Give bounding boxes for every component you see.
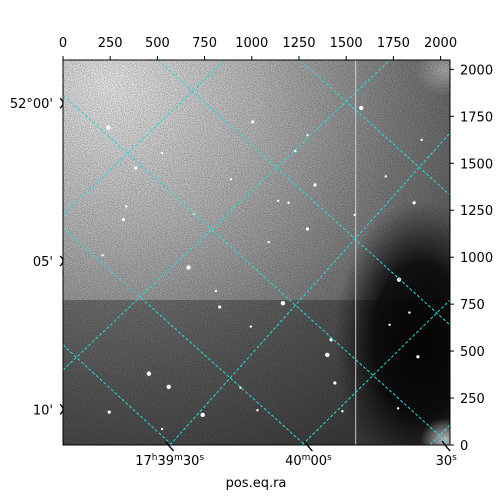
star bbox=[280, 301, 286, 306]
top-tick-label: 1000 bbox=[235, 36, 268, 51]
top-tick-label: 750 bbox=[192, 36, 217, 51]
top-tick-label: 1500 bbox=[330, 36, 363, 51]
star bbox=[388, 323, 391, 327]
top-tick-label: 250 bbox=[98, 36, 123, 51]
right-tick-label: 1750 bbox=[460, 110, 493, 125]
star bbox=[305, 227, 310, 231]
ra-tick-mark bbox=[303, 440, 313, 452]
noise-overlay bbox=[63, 60, 450, 445]
right-pixel-axis: 0 250 500 750 1000 1250 1500 1750 2000 bbox=[450, 63, 493, 454]
ra-tick-mark bbox=[441, 440, 451, 452]
ra-tick-mark bbox=[165, 440, 175, 452]
grid-line-dec bbox=[299, 60, 450, 196]
star bbox=[329, 338, 333, 342]
left-dec-axis: 52°00' 05' 10' bbox=[10, 97, 64, 418]
grid-line-dec bbox=[157, 60, 450, 326]
star bbox=[101, 254, 104, 257]
star bbox=[186, 265, 191, 270]
star bbox=[341, 409, 344, 413]
star bbox=[287, 201, 290, 204]
image-panel bbox=[63, 60, 450, 445]
star bbox=[229, 178, 233, 181]
dec-tick-label: 10' bbox=[33, 403, 53, 418]
star bbox=[396, 407, 400, 410]
star bbox=[146, 371, 152, 376]
bottom-ra-axis: 17h39m30s 40m00s 30s bbox=[135, 440, 458, 469]
right-tick-label: 750 bbox=[460, 298, 485, 313]
star bbox=[160, 427, 164, 431]
x-axis-label: pos.eq.ra bbox=[226, 476, 287, 491]
grid-line-dec bbox=[63, 227, 306, 445]
star bbox=[353, 213, 356, 217]
ra-tick-label: 40m00s bbox=[285, 453, 332, 469]
dec-tick-mark bbox=[59, 255, 64, 267]
star bbox=[256, 409, 259, 412]
right-tick-label: 250 bbox=[460, 392, 485, 407]
star bbox=[249, 325, 253, 328]
star bbox=[306, 133, 309, 137]
grid-line-ra bbox=[301, 299, 450, 445]
star bbox=[107, 410, 111, 414]
star bbox=[408, 311, 411, 314]
right-tick-label: 1250 bbox=[460, 204, 493, 219]
grid-line-ra bbox=[63, 60, 391, 371]
grid-line-dec bbox=[63, 94, 450, 445]
star bbox=[251, 120, 255, 124]
plot-frame bbox=[62, 59, 451, 446]
top-pixel-axis: 0 250 500 750 1000 1250 1500 1750 2000 bbox=[59, 36, 457, 60]
star bbox=[218, 305, 222, 309]
star bbox=[121, 218, 126, 222]
ra-tick-label: 30s bbox=[436, 453, 458, 469]
star bbox=[416, 355, 420, 359]
star bbox=[359, 105, 364, 111]
star bbox=[420, 138, 423, 142]
top-tick-label: 0 bbox=[59, 36, 67, 51]
grid-line-ra bbox=[63, 60, 226, 216]
star bbox=[325, 352, 330, 358]
dec-tick-label: 52°00' bbox=[10, 97, 53, 112]
ra-tick-label: 17h39m30s bbox=[135, 453, 204, 469]
star bbox=[200, 412, 205, 418]
dec-tick-label: 05' bbox=[33, 255, 53, 270]
star bbox=[106, 125, 111, 130]
right-tick-label: 0 bbox=[460, 439, 468, 454]
dec-tick-mark bbox=[59, 403, 64, 415]
star bbox=[134, 166, 138, 170]
star bbox=[412, 201, 416, 205]
star bbox=[214, 289, 218, 293]
star bbox=[313, 183, 317, 187]
star bbox=[277, 199, 280, 203]
top-tick-label: 1750 bbox=[377, 36, 410, 51]
stars-layer bbox=[101, 105, 423, 431]
star bbox=[160, 151, 164, 155]
right-tick-label: 500 bbox=[460, 345, 485, 360]
star bbox=[267, 240, 270, 244]
top-tick-label: 500 bbox=[145, 36, 170, 51]
star bbox=[294, 149, 297, 153]
star bbox=[384, 175, 388, 178]
top-tick-label: 1250 bbox=[282, 36, 315, 51]
star bbox=[125, 205, 128, 208]
right-tick-label: 1000 bbox=[460, 251, 493, 266]
coordinate-grid bbox=[63, 60, 450, 445]
dec-tick-mark bbox=[59, 97, 64, 109]
right-tick-label: 2000 bbox=[460, 63, 493, 78]
right-tick-label: 1500 bbox=[460, 157, 493, 172]
star bbox=[396, 277, 402, 282]
top-tick-label: 2000 bbox=[424, 36, 457, 51]
star bbox=[166, 384, 171, 389]
star bbox=[333, 381, 337, 385]
